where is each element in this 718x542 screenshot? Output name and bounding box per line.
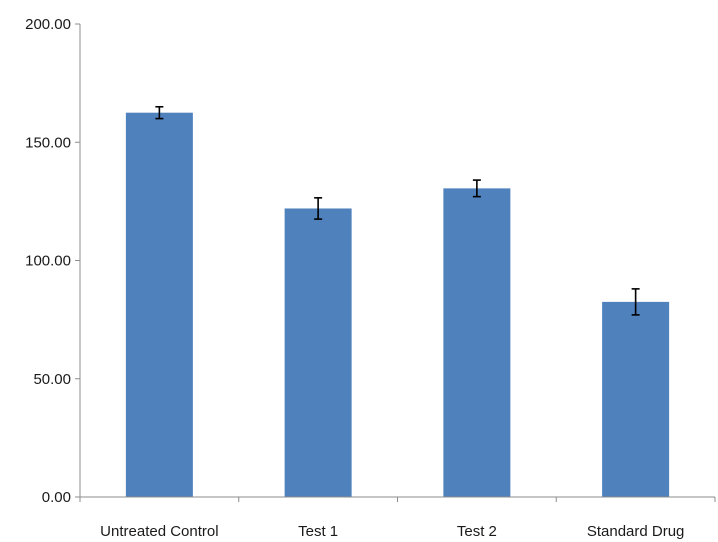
x-tick-label: Test 1: [298, 523, 338, 540]
x-tick-label: Standard Drug: [587, 523, 685, 540]
y-axis: 0.00 50.00 100.00 150.00 200.00: [25, 16, 81, 506]
y-tick-label: 0.00: [42, 489, 71, 506]
bar: [284, 208, 352, 497]
error-bars: [155, 105, 640, 316]
y-tick-label: 150.00: [25, 134, 71, 151]
y-tick-label: 50.00: [33, 371, 71, 388]
bar-series: [125, 112, 670, 497]
bar: [125, 112, 193, 497]
bar: [443, 188, 511, 497]
y-tick-label: 100.00: [25, 253, 71, 270]
bar: [602, 301, 670, 497]
x-tick-label: Test 2: [457, 523, 497, 540]
y-tick-label: 200.00: [25, 16, 71, 33]
x-axis: Untreated Control Test 1 Test 2 Standard Dr…: [79, 496, 716, 540]
x-tick-label: Untreated Control: [100, 523, 218, 540]
